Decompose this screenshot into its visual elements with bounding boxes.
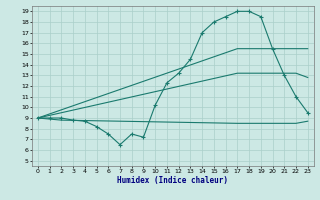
X-axis label: Humidex (Indice chaleur): Humidex (Indice chaleur) [117, 176, 228, 185]
